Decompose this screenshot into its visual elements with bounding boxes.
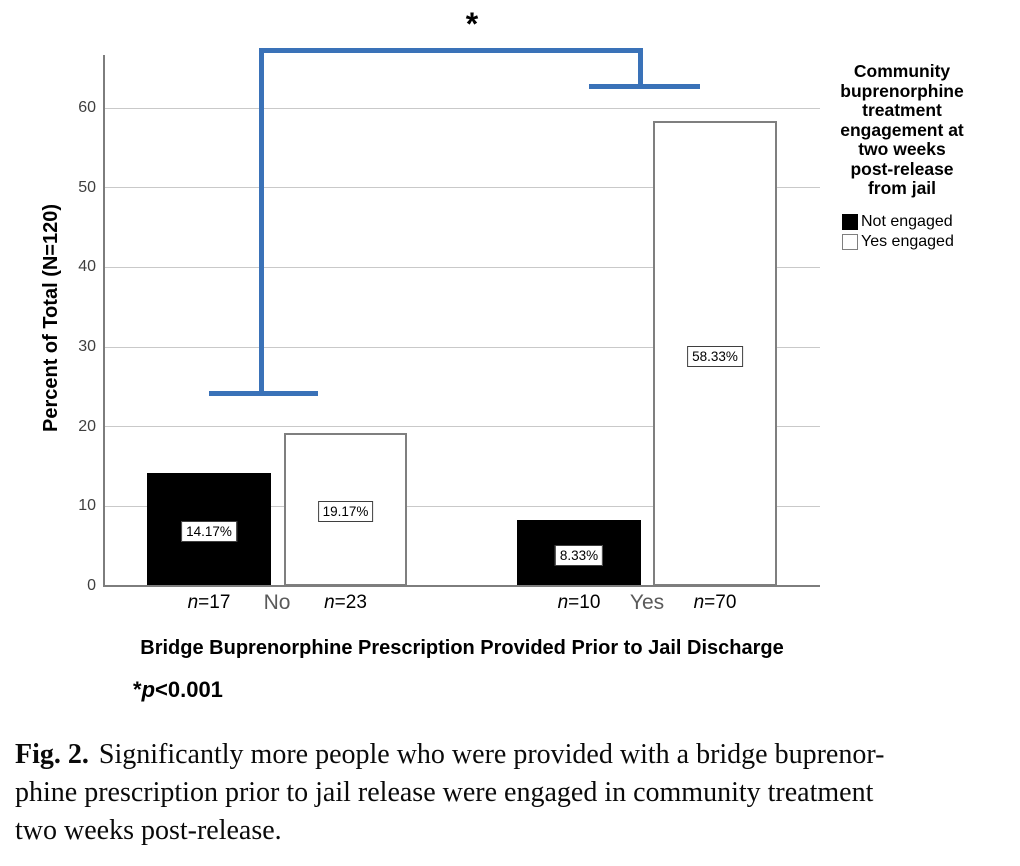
y-tick-label: 40 (78, 258, 96, 276)
y-tick-label: 60 (78, 99, 96, 116)
legend-items: Not engaged Yes engaged (842, 212, 1000, 252)
caption-text-3: two weeks post-release. (15, 815, 282, 846)
y-tick-label: 10 (78, 497, 96, 515)
value-label: 8.33% (554, 545, 604, 566)
value-label: 14.17% (181, 521, 237, 542)
legend-swatch-icon (842, 213, 858, 230)
significance-asterisk: * (465, 6, 479, 42)
gridline (104, 266, 820, 268)
n-count-label: n=70 (653, 592, 777, 614)
gridline (104, 505, 820, 507)
y-tick-label: 20 (78, 417, 96, 435)
figure-caption: Fig. 2. Significantly more people who wer… (15, 736, 1005, 850)
n-value: =23 (334, 592, 367, 613)
gridline (104, 426, 820, 428)
group-label-yes: Yes (629, 591, 665, 614)
bracket-top-bar (259, 48, 643, 53)
value-label: 58.33% (687, 346, 743, 367)
legend-item: Not engaged (842, 212, 1000, 232)
y-axis-line (103, 55, 105, 587)
p-note-star: * (133, 677, 142, 702)
caption-figure-label: Fig. 2. (15, 739, 89, 770)
caption-text-2: phine prescription prior to jail release… (15, 777, 874, 808)
p-note-rest: <0.001 (155, 677, 223, 702)
legend-title-line: buprenorphine (840, 80, 964, 101)
legend-title-line: post-release (850, 158, 954, 179)
legend-swatch-icon (842, 233, 858, 250)
legend-item-label: Yes engaged (861, 232, 954, 250)
legend-title-line: Community (853, 61, 951, 81)
x-axis-line (103, 585, 820, 587)
legend-title-line: treatment (862, 100, 942, 120)
legend-title-line: from jail (867, 178, 937, 198)
n-symbol: n (187, 592, 199, 613)
y-axis-title: Percent of Total (N=120) (40, 203, 62, 432)
legend-item: Yes engaged (842, 232, 1000, 252)
bracket-right-vertical (638, 48, 643, 88)
gridline (104, 187, 820, 189)
caption-line: Fig. 2. Significantly more people who wer… (15, 736, 1005, 774)
n-value: =17 (198, 592, 231, 613)
caption-text-1: Significantly more people who were provi… (98, 739, 885, 770)
x-axis-title: Bridge Buprenorphine Prescription Provid… (140, 637, 784, 659)
value-label: 19.17% (317, 501, 374, 522)
n-count-label: n=23 (284, 592, 407, 614)
legend-item-label: Not engaged (861, 212, 953, 230)
n-value: =70 (704, 592, 737, 613)
n-count-label: n=17 (147, 592, 271, 614)
legend: Community buprenorphine treatment engagemen… (822, 61, 1000, 252)
n-count-label: n=10 (517, 592, 641, 614)
gridline (104, 346, 820, 348)
y-tick-label: 0 (87, 577, 96, 594)
group-label-no: No (263, 591, 291, 614)
n-symbol: n (324, 592, 335, 613)
bracket-left-vertical (259, 48, 264, 395)
p-value-note: *p<0.001 (133, 677, 223, 703)
legend-title-line: engagement at (840, 119, 964, 140)
y-tick-label: 30 (78, 338, 96, 355)
n-value: =10 (568, 592, 601, 613)
p-note-p: p (141, 677, 156, 702)
n-symbol: n (693, 592, 705, 613)
gridline (104, 107, 820, 109)
legend-title: Community buprenorphine treatment engagemen… (822, 61, 982, 199)
bracket-right-cap (589, 84, 700, 89)
legend-title-line: two weeks (858, 139, 946, 159)
n-symbol: n (557, 592, 569, 613)
bar-chart: Percent of Total (N=120) 0 10 20 30 40 50 60 14… (40, 6, 1000, 703)
y-tick-label: 50 (78, 178, 96, 196)
